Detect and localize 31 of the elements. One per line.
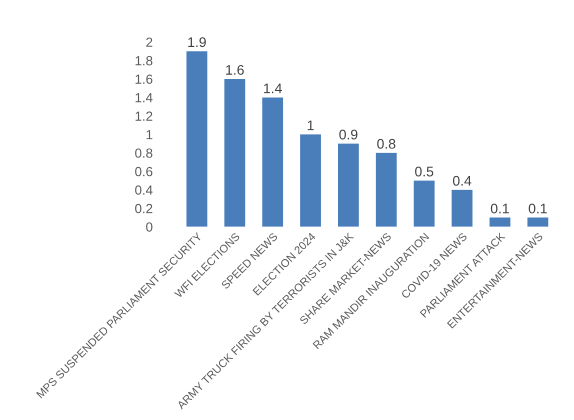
- data-label: 1: [308, 120, 314, 130]
- y-tick-label: 1.6: [136, 74, 152, 84]
- y-tick-label: 0.8: [135, 148, 152, 158]
- data-label: 1.6: [226, 64, 244, 75]
- bar: [300, 134, 321, 227]
- bar: [186, 51, 208, 227]
- y-tick-label: 0: [146, 222, 152, 232]
- y-tick-label: 0.4: [135, 185, 153, 195]
- y-tick-label: 0.2: [135, 204, 152, 214]
- bar: [490, 218, 510, 227]
- bar: [376, 152, 397, 227]
- bar: [224, 78, 246, 227]
- data-label: 0.5: [415, 166, 434, 176]
- bar: [452, 190, 472, 227]
- data-label: 0.1: [528, 204, 547, 214]
- bar: [414, 180, 435, 227]
- y-tick-label: 1.4: [136, 93, 153, 102]
- y-tick-label: 1.2: [136, 111, 152, 121]
- data-label: 0.1: [490, 204, 509, 214]
- y-tick-label: 0.6: [135, 166, 152, 176]
- bar: [262, 97, 284, 227]
- y-tick-label: 2: [146, 38, 152, 47]
- y-tick-label: 1.8: [136, 56, 152, 66]
- y-tick-label: 1: [146, 130, 152, 140]
- data-label: 1.9: [188, 37, 206, 48]
- data-label: 1.4: [264, 84, 282, 94]
- data-label: 0.4: [452, 176, 472, 186]
- bar: [527, 218, 548, 227]
- bar: [338, 144, 359, 227]
- data-label: 0.9: [339, 130, 358, 140]
- data-label: 0.8: [377, 138, 396, 149]
